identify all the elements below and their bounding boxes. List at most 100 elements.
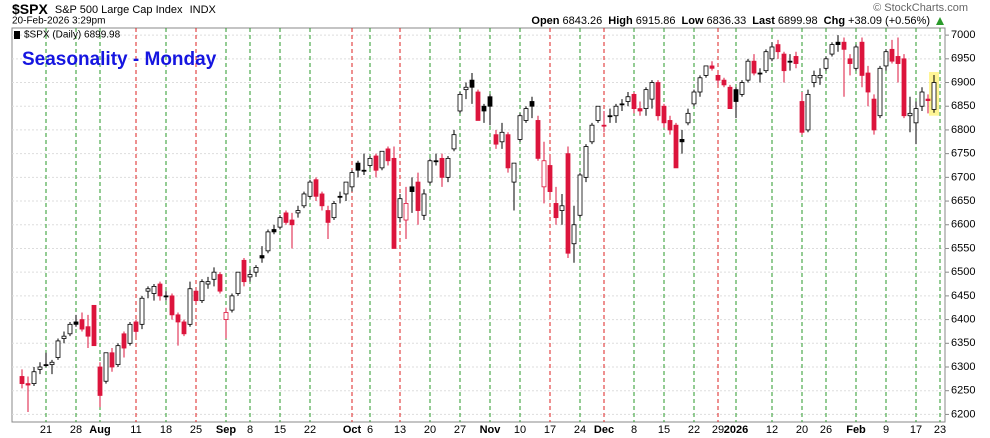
candle-body: [223, 312, 229, 320]
x-tick-label: 20: [796, 424, 808, 436]
candle-body: [19, 376, 25, 384]
y-tick-label: 6700: [951, 171, 975, 183]
candle-body: [529, 101, 535, 107]
candle-body: [67, 323, 73, 335]
y-tick-label: 6200: [951, 408, 975, 420]
candle-body: [877, 67, 883, 117]
y-tick-label: 6800: [951, 124, 975, 136]
candle-body: [397, 198, 403, 219]
quote-value: 6843.26: [563, 15, 603, 27]
x-tick-label: Oct: [343, 424, 362, 436]
x-tick-label: 2026: [724, 424, 748, 436]
x-tick-label: 27: [454, 424, 466, 436]
candle-body: [523, 108, 529, 121]
x-tick-label: 11: [130, 424, 141, 436]
candle-body: [673, 124, 679, 169]
candle-body: [607, 115, 613, 118]
quote-label: Last: [752, 15, 775, 27]
candle-body: [709, 65, 715, 69]
candle-body: [835, 41, 841, 45]
candle-body: [511, 162, 517, 183]
candle-body: [655, 82, 661, 117]
candle-body: [595, 105, 601, 121]
candle-body: [79, 319, 85, 330]
security-name: S&P 500 Large Cap Index: [55, 4, 183, 16]
candle-body: [541, 160, 547, 188]
candle-body: [283, 212, 289, 223]
x-tick-label: 9: [883, 424, 889, 436]
candle-body: [439, 157, 445, 178]
quote-label: Chg: [824, 15, 845, 27]
y-tick-label: 6250: [951, 385, 975, 397]
candle-body: [151, 285, 157, 294]
x-tick-label: Dec: [594, 424, 614, 436]
x-tick-label: 15: [274, 424, 286, 436]
x-tick-label: 25: [190, 424, 202, 436]
candle-body: [427, 160, 433, 183]
candle-body: [301, 193, 307, 207]
candle-body: [181, 321, 187, 335]
candle-body: [901, 58, 907, 117]
candle-body: [295, 210, 301, 214]
candle-body: [193, 290, 199, 302]
candle-body: [667, 120, 673, 131]
candle-body: [553, 203, 559, 219]
candle-body: [583, 146, 589, 178]
candle-body: [721, 79, 727, 86]
candle-body: [121, 333, 127, 349]
x-tick-label: 15: [658, 424, 670, 436]
candle-body: [733, 89, 739, 102]
candle-body: [661, 105, 667, 124]
candle-body: [613, 105, 619, 117]
candle-body: [349, 172, 355, 188]
candle-body: [559, 205, 565, 211]
candle-body: [853, 46, 859, 69]
x-tick-label: 29: [712, 424, 724, 436]
y-tick-label: 6600: [951, 219, 975, 231]
candle-body: [355, 162, 361, 171]
candle-body: [685, 112, 691, 124]
candle-body: [253, 267, 259, 273]
candle-body: [241, 259, 247, 283]
quote-label: Open: [531, 15, 559, 27]
y-tick-label: 6450: [951, 290, 975, 302]
candle-body: [571, 224, 577, 245]
y-tick-label: 6750: [951, 148, 975, 160]
candle-body: [793, 56, 799, 64]
x-tick-label: 22: [304, 424, 316, 436]
candle-body: [271, 229, 277, 233]
candle-body: [109, 352, 115, 368]
chart-title: Seasonality - Monday: [22, 49, 217, 70]
candle-body: [421, 193, 427, 216]
candle-body: [589, 124, 595, 143]
candle-body: [859, 41, 865, 76]
candle-body: [235, 271, 241, 294]
up-arrow: [936, 17, 944, 25]
x-tick-label: 18: [160, 424, 172, 436]
x-tick-label: 17: [544, 424, 556, 436]
candle-body: [913, 108, 919, 124]
x-tick-label: 17: [910, 424, 922, 436]
candle-body: [625, 96, 631, 102]
candle-body: [931, 82, 937, 110]
candle-body: [847, 58, 853, 64]
candle-body: [403, 203, 409, 221]
candle-body: [751, 60, 757, 74]
candle-body: [91, 304, 97, 347]
x-tick-label: 6: [367, 424, 373, 436]
candle-body: [265, 231, 271, 252]
quote-label: High: [608, 15, 633, 27]
candle-body: [487, 96, 493, 107]
candle-body: [415, 181, 421, 211]
candle-body: [577, 174, 583, 216]
candle-body: [505, 134, 511, 169]
candle-body: [823, 58, 829, 69]
candle-body: [199, 281, 205, 302]
candle-body: [49, 361, 55, 366]
candle-body: [769, 46, 775, 60]
candle-body: [289, 219, 295, 226]
candle-body: [451, 134, 457, 150]
candle-body: [757, 72, 763, 75]
candle-body: [127, 323, 133, 344]
candle-body: [445, 157, 451, 178]
